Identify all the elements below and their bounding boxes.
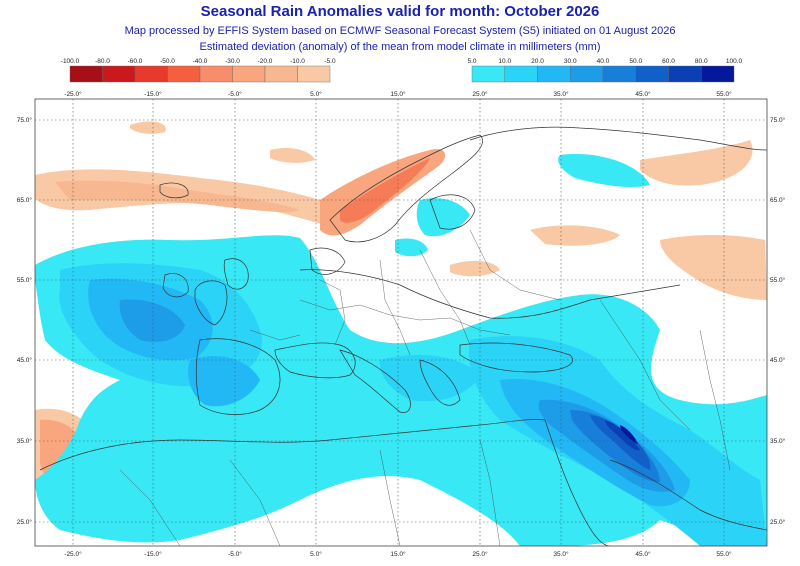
legend-dry-label: -10.0 [290, 58, 305, 65]
legend-wet-swatch [504, 65, 538, 83]
dry-anomaly-regions [35, 121, 767, 497]
legend-wet-swatch [635, 65, 669, 83]
legend-dry-label: -40.0 [193, 58, 208, 65]
legend-dry-label: -20.0 [258, 58, 273, 65]
latitude-labels-left: 75.0° 65.0° 55.0° 45.0° 35.0° 25.0° [17, 116, 33, 526]
legend-dry-swatch [134, 65, 168, 83]
graticule [35, 99, 767, 546]
map-frame [34, 98, 768, 547]
longitude-label-top: 55.0° [716, 90, 732, 98]
longitude-label-bottom: 25.0° [472, 550, 488, 558]
longitude-label-bottom: 5.0° [310, 550, 322, 558]
latitude-label-right: 25.0° [770, 518, 786, 526]
legend-dry-label: -80.0 [95, 58, 110, 65]
longitude-label-top: 25.0° [472, 90, 488, 98]
legend-dry: -100.0 -80.0 -60.0 -50.0 -40.0 -30.0 -20.0 -10.… [61, 58, 336, 83]
longitude-labels-bottom: -25.0° -15.0° -5.0° 5.0° 15.0° 25.0° 35.0° 45.0… [64, 550, 732, 558]
legend-wet: 5.0 10.0 20.0 30.0 40.0 50.0 60.0 80.0 100.0 [467, 58, 743, 83]
legend-dry-label: -50.0 [160, 58, 175, 65]
longitude-label-bottom: 35.0° [553, 550, 569, 558]
longitude-label-bottom: -25.0° [64, 550, 82, 558]
latitude-label-right: 75.0° [770, 116, 786, 124]
legend-dry-swatch [69, 65, 103, 83]
legend-wet-swatch [701, 65, 735, 83]
legend-wet-label: 60.0 [662, 58, 675, 65]
latitude-label-left: 65.0° [17, 196, 33, 204]
longitude-label-bottom: 55.0° [716, 550, 732, 558]
latitude-label-left: 35.0° [17, 437, 33, 445]
legend-wet-label: 10.0 [498, 58, 511, 65]
latitude-label-left: 75.0° [17, 116, 33, 124]
longitude-label-bottom: 15.0° [390, 550, 406, 558]
latitude-label-left: 25.0° [17, 518, 33, 526]
longitude-label-top: 35.0° [553, 90, 569, 98]
legend-wet-label: 50.0 [629, 58, 642, 65]
legend-wet-swatch [537, 65, 571, 83]
map-subtitle-units: Estimated deviation (anomaly) of the mea… [199, 41, 601, 53]
legend-dry-label: -5.0 [324, 58, 336, 65]
country-borders [119, 229, 731, 546]
legend-dry-label: -30.0 [225, 58, 240, 65]
legend-wet-swatch [602, 65, 636, 83]
legend-wet-swatch [668, 65, 702, 83]
latitude-label-right: 45.0° [770, 356, 786, 364]
longitude-label-top: -15.0° [144, 90, 162, 98]
legend-dry-label: -60.0 [128, 58, 143, 65]
longitude-label-top: 5.0° [310, 90, 322, 98]
latitude-label-left: 55.0° [17, 276, 33, 284]
longitude-label-bottom: 45.0° [635, 550, 651, 558]
legend-wet-label: 100.0 [726, 58, 743, 65]
longitude-labels-top: -25.0° -15.0° -5.0° 5.0° 15.0° 25.0° 35.0° 45.0… [64, 90, 732, 98]
longitude-label-top: -25.0° [64, 90, 82, 98]
legend-wet-label: 40.0 [597, 58, 610, 65]
longitude-label-top: 45.0° [635, 90, 651, 98]
map-area [35, 99, 767, 546]
legend-dry-swatch [264, 65, 298, 83]
longitude-label-bottom: -15.0° [144, 550, 162, 558]
legend-dry-label: -100.0 [61, 58, 80, 65]
map-title: Seasonal Rain Anomalies valid for month:… [200, 3, 600, 20]
longitude-label-bottom: -5.0° [228, 550, 242, 558]
legend-wet-label: 30.0 [564, 58, 577, 65]
legend-dry-swatch [199, 65, 233, 83]
latitude-label-right: 35.0° [770, 437, 786, 445]
legend-dry-swatch [232, 65, 266, 83]
coastlines [39, 126, 767, 546]
latitude-label-left: 45.0° [17, 356, 33, 364]
legend-wet-label: 5.0 [467, 58, 476, 65]
legend-dry-swatch [297, 65, 331, 83]
latitude-labels-right: 75.0° 65.0° 55.0° 45.0° 35.0° 25.0° [770, 116, 786, 526]
legend-wet-label: 80.0 [695, 58, 708, 65]
latitude-label-right: 65.0° [770, 196, 786, 204]
map-subtitle-source: Map processed by EFFIS System based on E… [124, 25, 676, 37]
legend-dry-swatch [167, 65, 201, 83]
latitude-label-right: 55.0° [770, 276, 786, 284]
legend-wet-swatch [570, 65, 604, 83]
legend-dry-swatch [102, 65, 136, 83]
legend-wet-label: 20.0 [531, 58, 544, 65]
longitude-label-top: -5.0° [228, 90, 242, 98]
longitude-label-top: 15.0° [390, 90, 406, 98]
legend-wet-swatch [471, 65, 505, 83]
